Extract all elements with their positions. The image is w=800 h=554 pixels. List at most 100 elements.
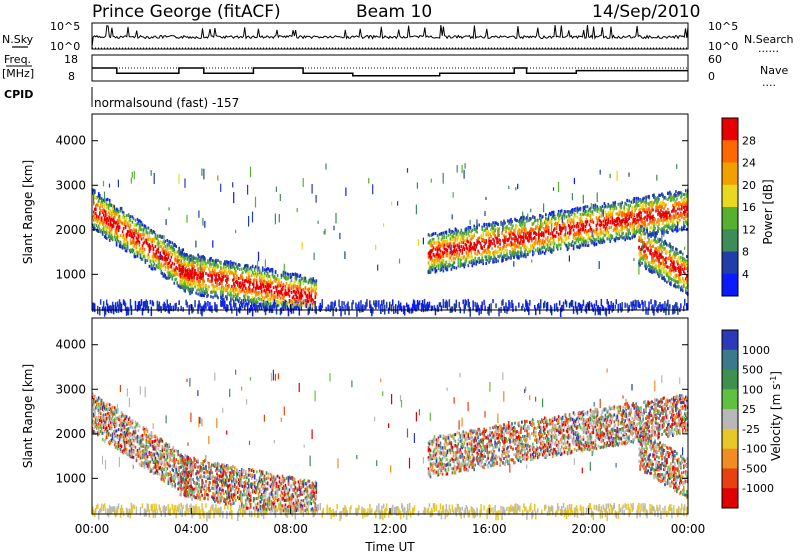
power-cell: [284, 288, 287, 292]
power-cell: [201, 293, 203, 297]
power-cell: [248, 277, 251, 281]
power-cell: [528, 219, 530, 223]
power-cell: [204, 220, 206, 228]
power-cell: [428, 270, 431, 274]
power-cell: [638, 262, 640, 265]
power-cell: [375, 244, 377, 251]
power-cell: [184, 178, 186, 188]
power-cell: [519, 229, 521, 232]
power-cell: [615, 227, 618, 230]
power-cell: [611, 236, 614, 239]
power-cell: [525, 253, 527, 257]
power-cell: [201, 168, 203, 176]
power-cell: [189, 292, 191, 296]
power-cell: [510, 230, 512, 234]
power-cell: [256, 305, 259, 313]
power-cell: [144, 260, 147, 264]
power-cell: [592, 212, 595, 216]
power-cell: [176, 257, 178, 261]
power-cell: [209, 260, 211, 264]
power-cell: [621, 214, 623, 218]
power-cell: [442, 231, 445, 235]
power-cell: [264, 295, 267, 299]
power-cell: [124, 243, 127, 247]
power-cell: [200, 283, 202, 287]
power-cell: [589, 219, 592, 223]
power-cell: [99, 299, 102, 305]
power-cell: [591, 212, 594, 216]
power-cell: [122, 213, 125, 217]
power-cell: [581, 228, 584, 232]
power-cell: [223, 297, 225, 301]
power-cell: [621, 236, 623, 240]
power-cell: [239, 281, 241, 285]
power-cell: [95, 218, 97, 222]
power-cell: [94, 223, 96, 227]
power-cell: [188, 260, 190, 264]
power-cell: [191, 287, 193, 291]
power-cell: [241, 299, 243, 307]
power-cell: [635, 196, 637, 200]
power-cell: [153, 238, 156, 241]
power-cell: [168, 273, 171, 277]
power-cell: [580, 214, 583, 218]
power-cell: [435, 246, 438, 250]
power-cell: [645, 306, 647, 315]
noise-series: [91, 24, 689, 49]
cpid-label: CPID: [4, 88, 33, 101]
power-cell: [640, 239, 642, 242]
power-cell: [301, 294, 304, 298]
power-cell: [472, 300, 474, 310]
power-cell: [119, 240, 122, 244]
power-cell: [616, 232, 619, 236]
power-cell: [287, 286, 290, 290]
power-cell: [244, 265, 246, 269]
power-cell: [161, 249, 164, 253]
power-cell: [576, 210, 579, 214]
power-cell: [652, 266, 654, 270]
power-cell: [292, 286, 295, 290]
power-cell: [203, 269, 205, 273]
power-cell: [245, 264, 247, 268]
power-cell: [462, 263, 465, 267]
power-cell: [223, 267, 225, 271]
power-cell: [230, 293, 232, 297]
power-cell: [614, 200, 617, 204]
power-cell: [284, 299, 287, 310]
power-cell: [160, 241, 163, 244]
power-cell: [527, 250, 529, 254]
power-cell: [538, 230, 540, 234]
power-cell: [137, 219, 140, 223]
power-cell: [637, 203, 639, 207]
power-cell: [514, 251, 516, 255]
power-cell: [113, 208, 116, 212]
power-cell: [631, 235, 633, 239]
power-cell: [172, 249, 175, 252]
power-cell: [460, 262, 463, 266]
power-cell: [515, 225, 517, 229]
power-cell: [203, 290, 205, 294]
power-cell: [544, 221, 546, 225]
power-cell: [263, 279, 266, 283]
power-cell: [633, 235, 635, 239]
power-cell: [117, 235, 120, 239]
power-cell: [124, 302, 127, 311]
power-cell: [569, 221, 572, 225]
power-cell: [157, 250, 160, 254]
power-cell: [481, 247, 483, 250]
power-cell: [459, 249, 462, 253]
power-cell: [138, 223, 141, 227]
power-cell: [540, 214, 542, 218]
power-cell: [98, 194, 100, 198]
power-cell: [445, 252, 448, 256]
power-cell: [190, 279, 192, 282]
power-cell: [142, 301, 145, 312]
power-cell: [545, 226, 547, 230]
power-cell: [163, 257, 166, 261]
power-cell: [280, 288, 283, 292]
power-cell: [559, 236, 562, 240]
power-cell: [302, 178, 304, 187]
power-cell: [470, 234, 473, 238]
power-cell: [245, 270, 247, 274]
power-cell: [463, 169, 465, 179]
